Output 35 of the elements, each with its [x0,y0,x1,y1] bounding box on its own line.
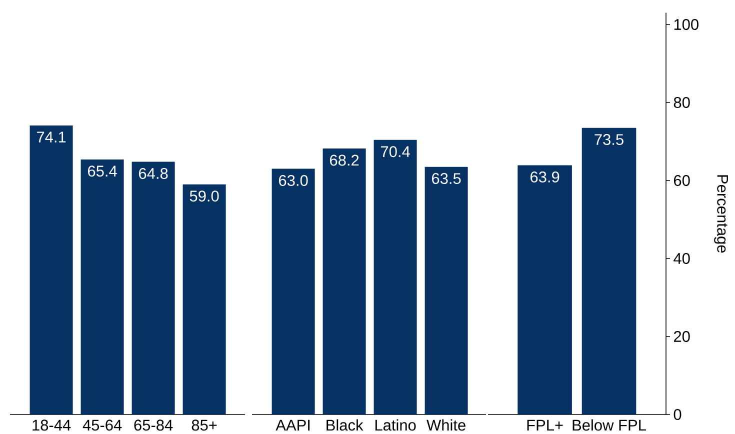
data-label: 64.8 [139,168,168,179]
data-label: 73.5 [594,134,624,146]
x-tick-label: 18-44 [32,420,71,431]
x-tick-label: Below FPL [572,419,646,431]
data-label: 63.9 [530,171,560,182]
data-label: 63.0 [279,175,308,186]
data-label: 74.1 [37,132,66,142]
data-label: 65.4 [88,166,117,177]
data-label: 63.5 [432,173,461,184]
data-label: 68.2 [330,154,359,166]
y-tick-label: 80 [674,97,690,108]
x-tick-label: Black [326,419,364,431]
bar [374,140,417,414]
bar [80,159,124,414]
y-tick-label: 60 [674,175,690,186]
y-tick-label: 100 [674,19,698,30]
bar [30,126,73,414]
x-tick-label: 85+ [192,420,217,431]
y-tick-label: 20 [674,331,690,342]
y-tick-label: 0 [674,409,682,420]
y-axis-title: Percentage [714,175,728,253]
bar [322,148,366,414]
x-tick-label: 65-84 [134,420,173,431]
data-label: 59.0 [190,190,219,202]
x-tick-label: White [426,419,466,431]
x-tick-label: Latino [375,419,416,431]
data-label: 70.4 [381,146,410,158]
x-tick-label: FPL+ [527,420,563,430]
x-tick-label: AAPI [276,420,310,430]
bar [424,166,468,414]
bar [272,168,315,414]
y-tick-label: 40 [674,253,690,264]
bar [132,162,175,414]
bar [182,184,226,414]
x-tick-label: 45-64 [82,420,122,431]
